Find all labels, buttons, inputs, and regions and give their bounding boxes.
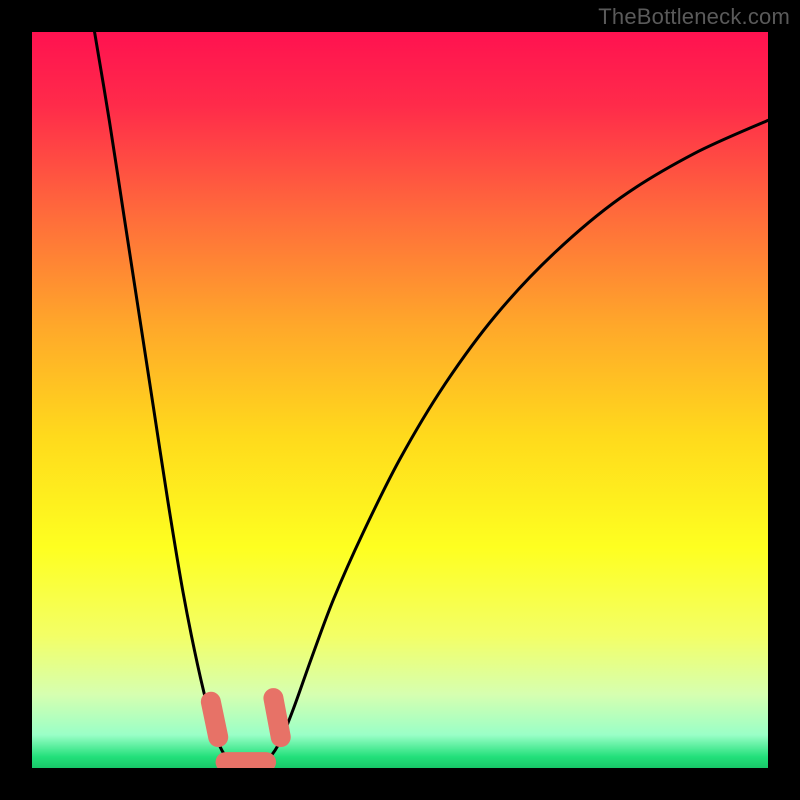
bottleneck-chart-svg (32, 32, 768, 768)
watermark-text: TheBottleneck.com (598, 4, 790, 30)
chart-frame: TheBottleneck.com (0, 0, 800, 800)
marker-capsule (211, 702, 218, 737)
gradient-background (32, 32, 768, 768)
plot-area (32, 32, 768, 768)
marker-capsule (273, 698, 280, 737)
